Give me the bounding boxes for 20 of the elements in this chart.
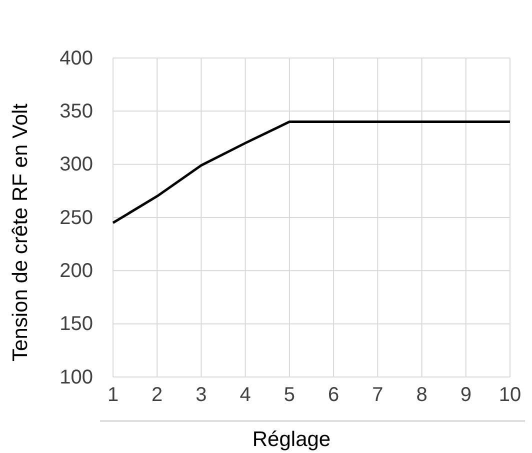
x-tick-label: 6 xyxy=(328,384,340,406)
x-tick-label: 10 xyxy=(498,384,522,406)
y-tick-label: 300 xyxy=(60,154,93,176)
y-tick-label: 250 xyxy=(60,206,93,229)
x-tick-label: 1 xyxy=(107,384,119,406)
y-tick-label: 350 xyxy=(60,100,93,123)
x-tick-label: 9 xyxy=(460,384,472,406)
x-tick-label: 8 xyxy=(416,384,428,406)
x-tick-label: 7 xyxy=(372,384,384,406)
x-tick-label: 4 xyxy=(240,384,251,406)
x-axis-title: Réglage xyxy=(252,428,331,451)
y-tick-label: 100 xyxy=(60,366,93,388)
x-tick-label: 5 xyxy=(284,384,296,406)
y-tick-label: 400 xyxy=(60,47,93,70)
x-tick-label: 2 xyxy=(152,384,163,406)
y-axis-title: Tension de crête RF en Volt xyxy=(9,103,32,362)
x-tick-label: 3 xyxy=(196,384,207,406)
line-series xyxy=(112,120,512,224)
y-tick-label: 150 xyxy=(60,313,93,336)
y-tick-label: 200 xyxy=(60,260,93,282)
